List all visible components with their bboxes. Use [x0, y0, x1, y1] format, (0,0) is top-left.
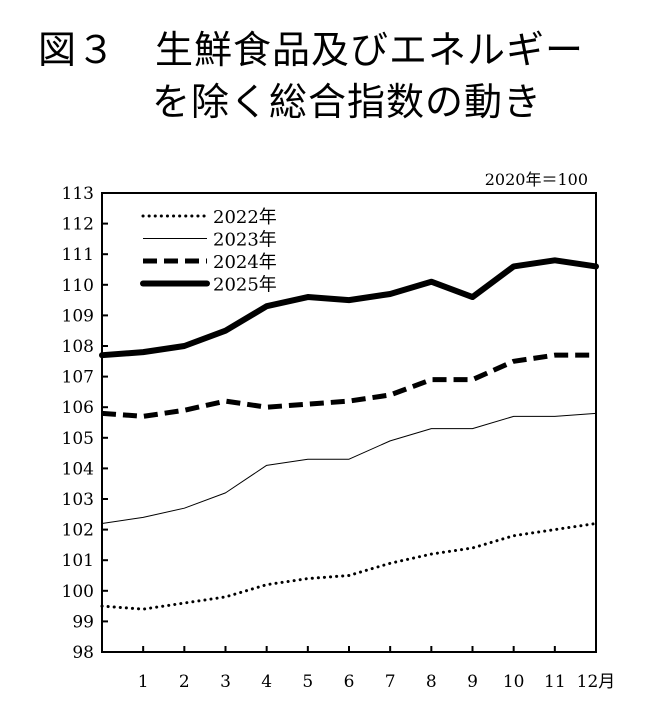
y-tick-label: 98: [72, 643, 94, 663]
y-tick-label: 102: [62, 521, 94, 541]
series-line-2022年: [100, 521, 598, 611]
series-line-2023年: [101, 412, 597, 524]
y-tick-label: 99: [72, 612, 94, 632]
y-tick-label: 103: [62, 490, 94, 510]
x-tick-label: 5: [302, 672, 313, 692]
series-line-2024年: [101, 352, 596, 419]
x-tick-label: 12月: [577, 672, 616, 692]
legend-label: 2023年: [213, 230, 277, 251]
x-tick-label: 9: [467, 672, 478, 692]
x-tick-label: 10: [503, 672, 525, 692]
y-tick-label: 107: [62, 368, 94, 388]
x-tick-label: 11: [544, 672, 566, 692]
y-tick-label: 113: [62, 184, 94, 204]
y-tick-label: 104: [62, 459, 94, 479]
base-year-note: 2020年＝100: [485, 170, 588, 189]
y-tick-label: 101: [62, 551, 94, 571]
y-tick-label: 100: [62, 582, 94, 602]
x-tick-label: 1: [138, 672, 149, 692]
x-tick-label: 3: [220, 672, 231, 692]
y-tick-label: 112: [62, 215, 94, 235]
series-line-2025年: [99, 257, 599, 359]
y-tick-label: 109: [62, 306, 94, 326]
chart-title-line1: 図３ 生鮮食品及びエネルギー: [38, 28, 585, 72]
y-tick-label: 106: [62, 398, 94, 418]
y-tick-label: 108: [62, 337, 94, 357]
x-tick-label: 8: [426, 672, 437, 692]
x-tick-label: 7: [385, 672, 396, 692]
x-tick-label: 6: [344, 672, 355, 692]
x-tick-label: 4: [261, 672, 272, 692]
x-tick-label: 2: [179, 672, 190, 692]
y-tick-label: 110: [62, 276, 94, 296]
y-tick-label: 105: [62, 429, 94, 449]
legend-label: 2024年: [213, 252, 277, 273]
chart-title-line2: を除く総合指数の動き: [152, 80, 543, 124]
y-tick-label: 111: [62, 245, 94, 265]
legend-label: 2022年: [213, 207, 277, 228]
legend-label: 2025年: [213, 275, 277, 296]
